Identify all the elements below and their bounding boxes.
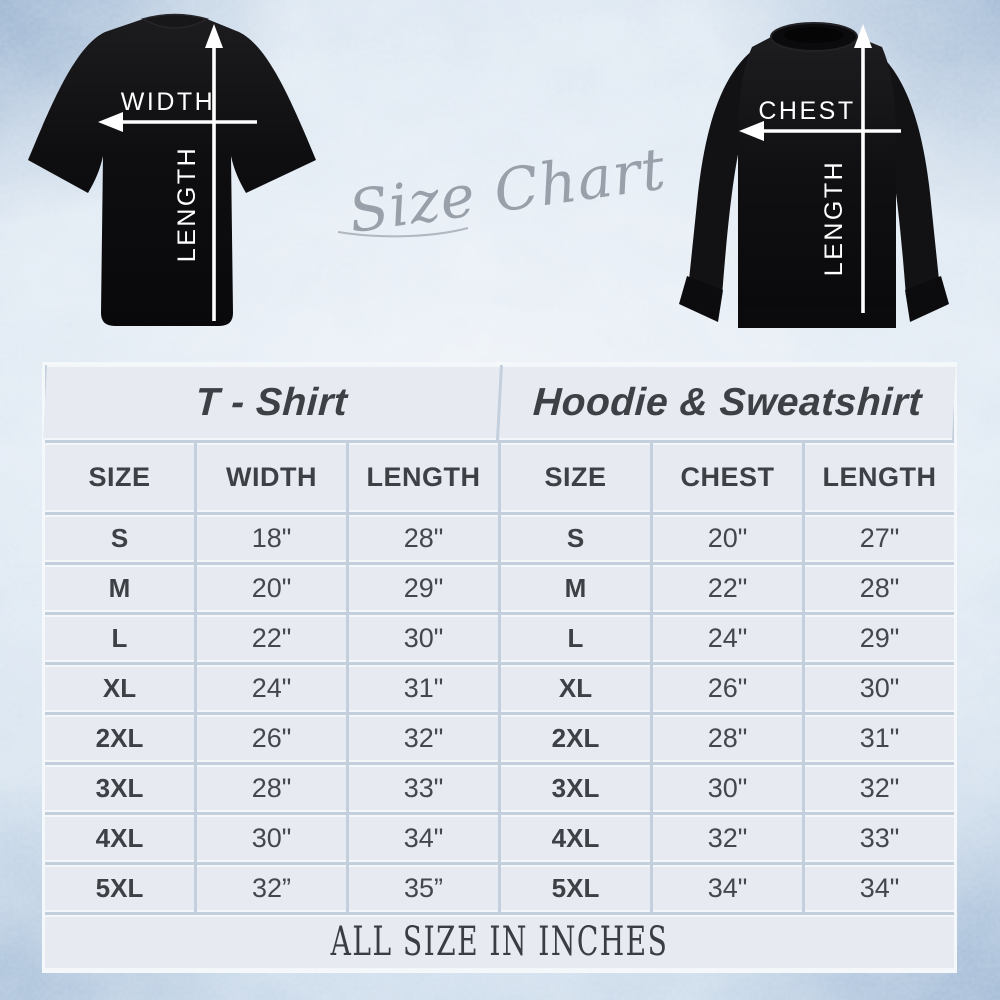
table-footer: ALL SIZE IN INCHES: [45, 915, 954, 970]
sweatshirt-chest-label: CHEST: [758, 97, 855, 125]
hoodie-col-chest: CHEST: [653, 443, 802, 512]
measurement-cell: 24": [197, 665, 346, 712]
size-label-cell: 4XL: [501, 815, 650, 862]
tshirt-measure-arrows: WIDTH LENGTH: [98, 24, 257, 321]
sweatshirt-image: [679, 22, 949, 328]
measurement-cell: 26": [197, 715, 346, 762]
size-label-cell: 4XL: [45, 815, 194, 862]
measurement-cell: 28": [805, 565, 954, 612]
script-flourish: [337, 227, 469, 238]
tshirt-diagram: WIDTH LENGTH: [28, 13, 316, 326]
tshirt-length-label: LENGTH: [173, 146, 201, 262]
measurement-cell: 28": [349, 515, 498, 562]
size-label-cell: L: [501, 615, 650, 662]
measurement-cell: 28": [197, 765, 346, 812]
hoodie-section-title: Hoodie & Sweatshirt: [499, 365, 956, 440]
size-label-cell: 5XL: [501, 865, 650, 912]
tshirt-width-label: WIDTH: [121, 88, 215, 116]
size-label-cell: S: [501, 515, 650, 562]
measurement-cell: 34": [653, 865, 802, 912]
measurement-cell: 22": [653, 565, 802, 612]
measurement-cell: 34": [349, 815, 498, 862]
measurement-cell: 18": [197, 515, 346, 562]
size-label-cell: XL: [45, 665, 194, 712]
size-label-cell: M: [501, 565, 650, 612]
measurement-cell: 29": [349, 565, 498, 612]
tshirt-image: [28, 13, 316, 326]
measurement-cell: 31": [349, 665, 498, 712]
measurement-cell: 33": [349, 765, 498, 812]
size-label-cell: 2XL: [45, 715, 194, 762]
measurement-cell: 22": [197, 615, 346, 662]
measurement-cell: 32”: [197, 865, 346, 912]
measurement-cell: 32": [653, 815, 802, 862]
size-label-cell: 5XL: [45, 865, 194, 912]
size-label-cell: 3XL: [45, 765, 194, 812]
size-label-cell: M: [45, 565, 194, 612]
measurement-cell: 34": [805, 865, 954, 912]
measurement-cell: 26": [653, 665, 802, 712]
size-label-cell: L: [45, 615, 194, 662]
script-title-graphic: Size Chart: [337, 134, 670, 246]
measurement-cell: 30": [805, 665, 954, 712]
size-label-cell: 2XL: [501, 715, 650, 762]
measurement-cell: 20": [653, 515, 802, 562]
script-title: Size Chart: [345, 134, 670, 246]
sweatshirt-neck-opening: [784, 27, 844, 43]
measurement-cell: 28": [653, 715, 802, 762]
hoodie-col-length: LENGTH: [805, 443, 954, 512]
size-table: T - Shirt Hoodie & Sweatshirt SIZE WIDTH…: [42, 362, 957, 973]
tshirt-col-length: LENGTH: [349, 443, 498, 512]
size-label-cell: XL: [501, 665, 650, 712]
measurement-cell: 30": [653, 765, 802, 812]
tshirt-collar: [141, 13, 209, 29]
size-label-cell: S: [45, 515, 194, 562]
hoodie-col-size: SIZE: [501, 443, 650, 512]
measurement-cell: 30": [197, 815, 346, 862]
measurement-cell: 30": [349, 615, 498, 662]
tshirt-section-title: T - Shirt: [43, 365, 500, 440]
measurement-cell: 24": [653, 615, 802, 662]
sweatshirt-measure-arrows: CHEST LENGTH: [739, 24, 901, 313]
measurement-cell: 29": [805, 615, 954, 662]
measurement-cell: 32": [805, 765, 954, 812]
size-label-cell: 3XL: [501, 765, 650, 812]
sweatshirt-diagram: CHEST LENGTH: [679, 22, 949, 328]
sweatshirt-hem-rib: [738, 308, 896, 328]
measurement-cell: 31": [805, 715, 954, 762]
tshirt-col-width: WIDTH: [197, 443, 346, 512]
sweatshirt-length-label: LENGTH: [820, 160, 848, 276]
measurement-cell: 35”: [349, 865, 498, 912]
measurement-cell: 27": [805, 515, 954, 562]
measurement-cell: 33": [805, 815, 954, 862]
measurement-cell: 20": [197, 565, 346, 612]
tshirt-col-size: SIZE: [45, 443, 194, 512]
footer-text: ALL SIZE IN INCHES: [330, 919, 669, 966]
measurement-cell: 32": [349, 715, 498, 762]
